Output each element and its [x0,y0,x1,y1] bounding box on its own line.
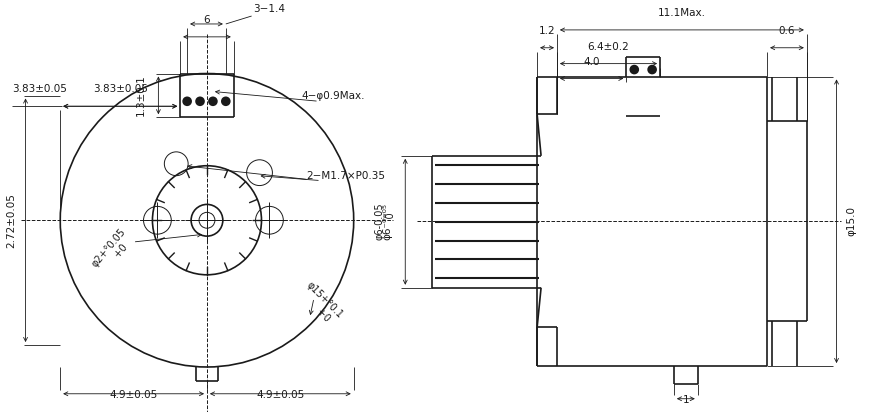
Text: 3.83±0.05: 3.83±0.05 [11,84,66,94]
Text: 1.2: 1.2 [538,26,554,36]
Text: 4.0: 4.0 [583,57,600,66]
Text: φ6⁻⁰ʷ⁰⁵: φ6⁻⁰ʷ⁰⁵ [382,203,392,240]
Text: φ2+°0.05
    +0: φ2+°0.05 +0 [90,227,136,277]
Text: φ6-0.05
    0: φ6-0.05 0 [375,202,395,240]
Circle shape [196,97,203,105]
Text: 0.6: 0.6 [778,26,794,36]
Text: 4.9±0.05: 4.9±0.05 [255,390,304,400]
Text: 6: 6 [203,15,210,25]
Circle shape [629,66,638,74]
Circle shape [183,97,191,105]
Text: 4−φ0.9Max.: 4−φ0.9Max. [301,91,364,101]
Text: 2−M1.7×P0.35: 2−M1.7×P0.35 [306,171,385,180]
Text: φ15+°0.1
      +0: φ15+°0.1 +0 [296,280,345,329]
Text: 3.83±0.05: 3.83±0.05 [93,84,148,94]
Text: 6.4±0.2: 6.4±0.2 [587,42,628,52]
Text: 1: 1 [682,395,688,405]
Circle shape [222,97,229,105]
Text: φ15.0: φ15.0 [846,206,855,236]
Text: 1.3±0.1: 1.3±0.1 [136,74,145,116]
Circle shape [209,97,216,105]
Circle shape [647,66,655,74]
Text: 2.72±0.05: 2.72±0.05 [7,193,17,248]
Text: 11.1Max.: 11.1Max. [657,8,705,18]
Text: 3−1.4: 3−1.4 [253,4,285,14]
Text: 4.9±0.05: 4.9±0.05 [109,390,157,400]
